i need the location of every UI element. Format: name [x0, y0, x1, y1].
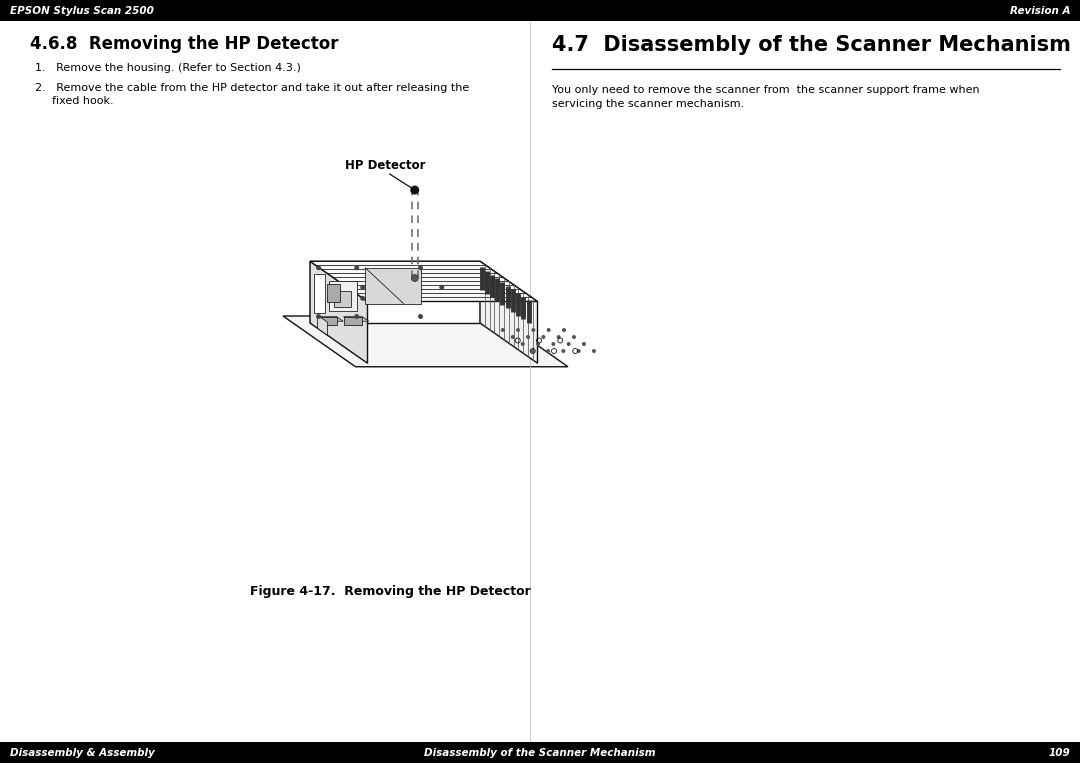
Text: Disassembly of the Scanner Mechanism: Disassembly of the Scanner Mechanism [424, 748, 656, 758]
Circle shape [546, 328, 551, 332]
Circle shape [552, 342, 555, 346]
Polygon shape [343, 317, 362, 324]
Circle shape [411, 275, 418, 282]
Text: 4.7  Disassembly of the Scanner Mechanism: 4.7 Disassembly of the Scanner Mechanism [552, 35, 1071, 55]
Circle shape [546, 349, 550, 353]
Circle shape [361, 285, 365, 290]
Polygon shape [283, 316, 568, 367]
Circle shape [361, 296, 365, 301]
Polygon shape [334, 291, 351, 307]
Circle shape [582, 342, 586, 346]
Circle shape [541, 335, 545, 339]
Text: 2.   Remove the cable from the HP detector and take it out after releasing the: 2. Remove the cable from the HP detector… [35, 83, 469, 93]
Text: 4.6.8  Removing the HP Detector: 4.6.8 Removing the HP Detector [30, 35, 338, 53]
Circle shape [440, 285, 444, 290]
Circle shape [567, 342, 570, 346]
Text: EPSON Stylus Scan 2500: EPSON Stylus Scan 2500 [10, 5, 153, 15]
Polygon shape [318, 317, 337, 324]
Circle shape [530, 349, 535, 353]
Polygon shape [318, 315, 327, 335]
Text: Figure 4-17.  Removing the HP Detector: Figure 4-17. Removing the HP Detector [249, 585, 530, 598]
Circle shape [556, 335, 561, 339]
Polygon shape [310, 261, 480, 323]
Polygon shape [327, 284, 340, 302]
Circle shape [501, 328, 504, 332]
Circle shape [572, 335, 576, 339]
Polygon shape [314, 274, 325, 314]
Circle shape [316, 266, 321, 270]
Circle shape [521, 342, 525, 346]
Text: 109: 109 [1049, 748, 1070, 758]
Circle shape [354, 266, 360, 270]
Text: Disassembly & Assembly: Disassembly & Assembly [10, 748, 154, 758]
Circle shape [577, 349, 581, 353]
Polygon shape [328, 281, 356, 311]
Circle shape [418, 314, 423, 319]
Circle shape [511, 335, 515, 339]
Polygon shape [343, 317, 368, 321]
Polygon shape [310, 261, 538, 301]
Circle shape [531, 328, 536, 332]
Circle shape [516, 328, 521, 332]
Bar [0, 742, 1080, 763]
Text: 1.   Remove the housing. (Refer to Section 4.3.): 1. Remove the housing. (Refer to Section… [35, 63, 301, 73]
Circle shape [526, 335, 530, 339]
Circle shape [316, 314, 321, 319]
Text: You only need to remove the scanner from  the scanner support frame when: You only need to remove the scanner from… [552, 85, 980, 95]
Polygon shape [480, 261, 538, 363]
Circle shape [418, 266, 423, 270]
Circle shape [410, 185, 419, 195]
Polygon shape [318, 317, 343, 321]
Circle shape [562, 328, 566, 332]
Polygon shape [310, 261, 367, 363]
Circle shape [536, 342, 540, 346]
Text: fixed hook.: fixed hook. [52, 96, 113, 106]
Text: Revision A: Revision A [1010, 5, 1070, 15]
Text: servicing the scanner mechanism.: servicing the scanner mechanism. [552, 99, 744, 109]
Text: HP Detector: HP Detector [345, 159, 426, 172]
Polygon shape [365, 268, 420, 304]
Circle shape [354, 314, 360, 319]
Circle shape [592, 349, 596, 353]
Bar [0, 0, 1080, 21]
Circle shape [562, 349, 565, 353]
